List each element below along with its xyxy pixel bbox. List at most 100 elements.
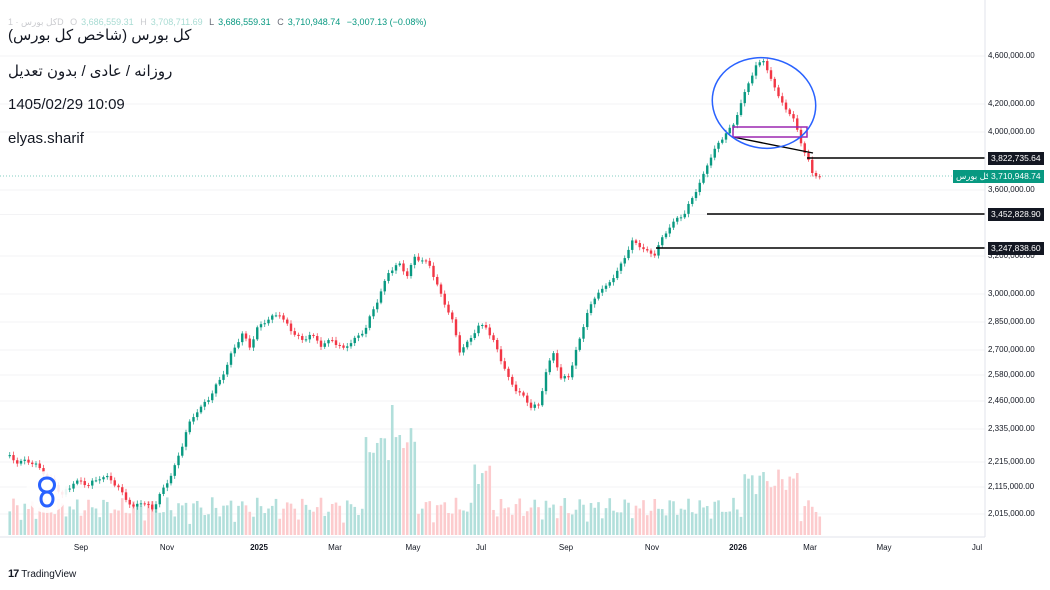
volume-bar	[773, 485, 777, 535]
candle	[462, 344, 465, 356]
price-tick-label: 2,015,000.00	[988, 509, 1035, 518]
candle	[211, 390, 214, 404]
time-tick-label: Mar	[803, 543, 817, 552]
candle	[619, 261, 623, 275]
candle	[623, 255, 626, 267]
candle	[541, 387, 544, 407]
volume-bar	[8, 511, 12, 535]
time-tick-label: May	[405, 543, 421, 552]
volume-bar	[807, 500, 810, 535]
candle	[391, 267, 394, 276]
volume-bar	[229, 500, 233, 535]
volume-bar	[383, 438, 387, 535]
volume-bar	[173, 516, 177, 535]
volume-bar	[420, 508, 424, 535]
candle	[128, 497, 131, 508]
highlight-ellipse[interactable]	[704, 48, 824, 158]
volume-bar	[495, 516, 499, 535]
candle	[282, 312, 285, 323]
candle	[631, 237, 634, 254]
candle	[158, 492, 161, 508]
volume-bar	[15, 505, 19, 535]
volume-bar	[282, 508, 285, 535]
candle	[27, 456, 30, 465]
range-rectangle[interactable]	[732, 126, 808, 138]
candle	[668, 224, 671, 237]
candle	[672, 218, 675, 231]
candle	[544, 368, 548, 395]
volume-bar	[180, 505, 184, 535]
volume-bar	[758, 475, 762, 535]
volume-bar	[720, 511, 724, 535]
volume-bar	[49, 511, 53, 535]
volume-bar	[417, 513, 420, 535]
volume-bar	[150, 501, 154, 535]
volume-bar	[267, 508, 270, 535]
candle	[792, 111, 795, 122]
candle	[713, 145, 716, 161]
close-value: 3,710,948.74	[287, 17, 341, 27]
tradingview-logo[interactable]: 17 TradingView	[8, 568, 76, 580]
candle	[593, 296, 596, 308]
volume-bar	[364, 437, 368, 535]
candle	[728, 124, 731, 137]
candle	[229, 351, 233, 368]
candle	[676, 215, 679, 225]
volume-bar	[728, 511, 732, 535]
volume-bar	[413, 441, 417, 535]
candle	[574, 346, 578, 369]
volume-bar	[518, 498, 522, 535]
volume-bar	[300, 498, 304, 535]
volume-bar	[582, 504, 585, 535]
volume-bar	[585, 521, 589, 535]
candle	[522, 390, 525, 398]
candle	[818, 173, 821, 180]
candle	[406, 268, 409, 279]
volume-bar	[469, 502, 473, 535]
candle	[563, 374, 566, 382]
candle	[342, 343, 345, 350]
candle	[709, 154, 713, 169]
candle	[492, 332, 495, 343]
volume-bar	[604, 508, 608, 535]
volume-bar	[274, 498, 278, 535]
candle	[72, 481, 75, 492]
candle	[687, 201, 690, 218]
series-name-tag: کل بورس	[953, 170, 994, 183]
candle	[233, 344, 236, 357]
symbol-interval: کل بورس · 1D	[8, 17, 64, 27]
candle	[166, 479, 169, 492]
volume-bar	[304, 504, 308, 535]
price-tick-label: 2,700,000.00	[988, 345, 1035, 354]
candle	[109, 472, 113, 484]
volume-bar	[375, 442, 379, 535]
candle	[739, 99, 743, 117]
time-tick-label: Nov	[644, 543, 660, 552]
candle	[608, 279, 611, 288]
volume-bar	[499, 498, 503, 535]
trend-line[interactable]	[732, 136, 814, 154]
volume-bar	[642, 500, 645, 535]
candle	[458, 331, 461, 356]
volume-bar	[559, 505, 563, 535]
open-label: O	[70, 17, 78, 27]
volume-bar	[199, 507, 203, 535]
candle	[376, 299, 379, 313]
candle	[484, 321, 488, 330]
time-tick-label: 2026	[729, 543, 747, 552]
candle	[353, 335, 356, 347]
volume-bar	[259, 506, 263, 535]
candle	[203, 399, 206, 411]
candle	[589, 301, 593, 316]
volume-bar	[128, 513, 132, 535]
candle	[379, 288, 383, 305]
volume-bar	[627, 502, 630, 535]
candle	[259, 321, 263, 331]
candle	[413, 254, 416, 269]
candle	[83, 477, 86, 488]
volume-bar	[578, 499, 582, 535]
volume-bar	[537, 507, 540, 535]
level-price-tag: 3,247,838.60	[988, 242, 1044, 255]
